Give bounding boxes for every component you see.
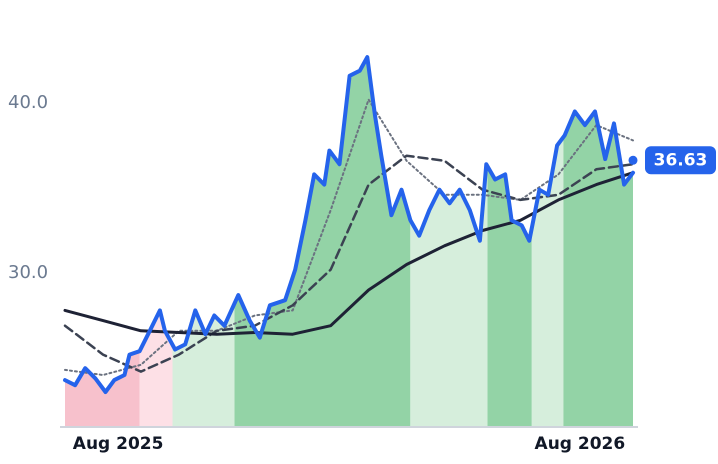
moving-average-line: [63, 171, 635, 336]
regime-band: [172, 57, 235, 426]
last-value-dot: [628, 155, 638, 165]
y-tick-label: 40.0: [8, 92, 48, 113]
moving-average-line: [64, 98, 634, 376]
last-value-label: 36.63: [654, 150, 708, 170]
area-bands: [65, 57, 633, 426]
last-value-badge: [645, 146, 716, 175]
regime-band: [410, 57, 488, 426]
regime-band: [563, 57, 633, 426]
x-tick-label: Aug 2025: [73, 434, 164, 454]
y-tick-label: 30.0: [8, 262, 48, 283]
regime-band: [234, 57, 411, 426]
price-line: [63, 55, 635, 394]
x-tick-label: Aug 2026: [535, 434, 626, 454]
